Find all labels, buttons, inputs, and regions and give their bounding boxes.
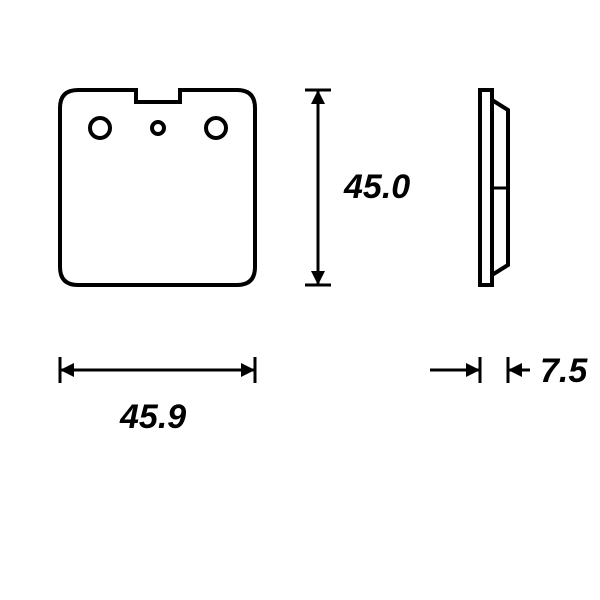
dimension-height xyxy=(305,90,331,285)
diagram-svg xyxy=(0,0,600,600)
width-label: 45.9 xyxy=(120,398,186,437)
thickness-label: 7.5 xyxy=(540,352,587,391)
height-label: 45.0 xyxy=(344,168,410,207)
dimension-thickness xyxy=(430,357,530,383)
technical-diagram: 45.0 45.9 7.5 xyxy=(0,0,600,600)
front-view xyxy=(60,90,255,285)
side-view xyxy=(480,90,508,285)
dimension-width xyxy=(60,357,255,383)
